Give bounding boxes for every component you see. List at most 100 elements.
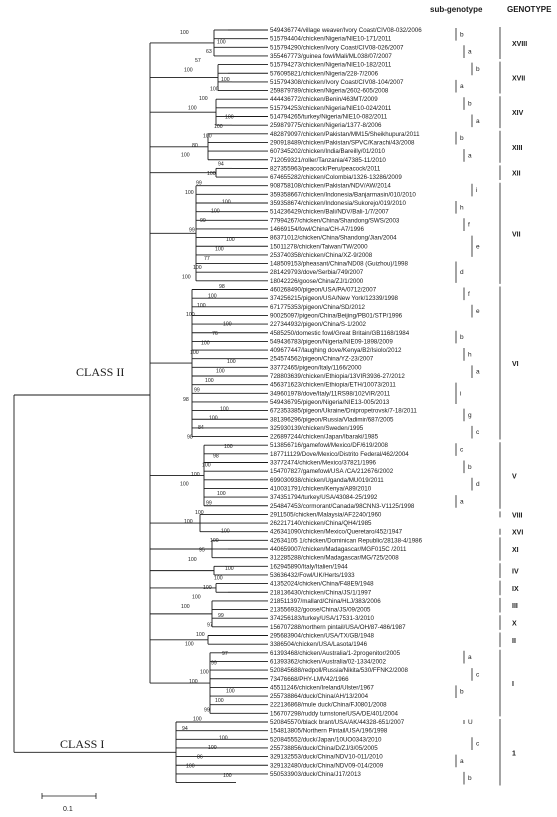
bootstrap-value: 100 (190, 350, 199, 356)
bootstrap-value: 100 (208, 745, 217, 751)
taxon-label: 222136868/mule duck/China/FJ0801/2008 (270, 702, 387, 709)
taxon-label: 312285288/chicken/Madagascar/MG/725/2008 (270, 555, 399, 562)
bootstrap-value: 100 (220, 406, 229, 412)
subgenotype-label: d (460, 269, 464, 276)
bootstrap-value: 100 (188, 105, 197, 111)
subgenotype-label: f (468, 291, 470, 298)
taxon-label: 374256183/turkey/USA/17531-3/2010 (270, 615, 374, 622)
genotype-label: XIV (512, 110, 524, 117)
taxon-label: 227344932/pigeon/China/S-1/2002 (270, 321, 367, 328)
taxon-label: 255738864/duck/China/AH/13/2004 (270, 693, 369, 700)
bootstrap-value: 98 (219, 284, 225, 290)
taxon-label: 262217140/chicken/China/QH4/1985 (270, 520, 372, 527)
class-i-label: CLASS I (60, 737, 104, 751)
subgenotype-label: b (468, 775, 472, 782)
bootstrap-value: 100 (208, 293, 217, 299)
bootstrap-value: 98 (213, 453, 219, 459)
bootstrap-value: 100 (207, 171, 216, 177)
bootstrap-value: 100 (217, 491, 226, 497)
bootstrap-value: 99 (196, 181, 202, 187)
taxon-label: 674655282/chicken/Colombia/1326-13286/20… (270, 174, 402, 181)
bootstrap-value: 100 (214, 124, 223, 130)
bootstrap-value: 100 (226, 688, 235, 694)
subgenotype-label: a (476, 118, 480, 125)
taxon-label: 827355963/peacock/Peru/peacock/2011 (270, 165, 381, 172)
taxon-label: 325930139/chicken/Sweden/1995 (270, 425, 364, 432)
bootstrap-value: 99 (194, 387, 200, 393)
bootstrap-value: 100 (181, 152, 190, 158)
subgenotype-label: g (468, 412, 472, 419)
taxon-labels: 549436774/village weaver/Ivory Coast/CIV… (270, 27, 423, 778)
taxon-label: 33772474/chicken/Mexico/37821/1996 (270, 460, 377, 467)
bootstrap-value: 100 (185, 641, 194, 647)
genotype-label: XVIII (512, 41, 527, 48)
taxon-label: 515794290/chicken/Ivory Coast/CIV08-026/… (270, 44, 404, 51)
subgenotype-header: sub-genotype (430, 5, 483, 14)
taxon-label: 359358667/chicken/Indonesia/Banjarmasin/… (270, 191, 416, 198)
taxon-label: 456371623/chicken/Ethiopia/ETH/10073/201… (270, 382, 396, 389)
bootstrap-value: 100 (188, 557, 197, 563)
taxon-label: 355467773/guinea fowl/Mali/ML038/07/2007 (270, 53, 392, 60)
bootstrap-value: 100 (184, 519, 193, 525)
taxon-label: 61393468/chicken/Australia/1-2progenitor… (270, 650, 401, 657)
genotype-label: III (512, 603, 518, 610)
bootstrap-value: 100 (193, 265, 202, 271)
bootstrap-value: 97 (222, 651, 228, 657)
bootstrap-value: 100 (197, 303, 206, 309)
taxon-label: 409677447/laughing dove/Kenya/B2/Isiolo/… (270, 347, 402, 354)
subgenotype-label: a (468, 152, 472, 159)
bootstrap-value: 98 (187, 434, 193, 440)
taxon-label: 515794273/chicken/Nigeria/NIE10-182/2011 (270, 62, 392, 69)
genotype-label: I (512, 681, 514, 688)
taxon-label: 520845688/redpoll/Russia/Nikita/530/FFNK… (270, 667, 408, 674)
taxon-label: 148509153/pheasant/China/ND08 (Guizhou)/… (270, 261, 409, 268)
bootstrap-value: 100 (202, 463, 211, 469)
bootstrap-value: 100 (193, 717, 202, 723)
genotype-label: XIII (512, 145, 523, 152)
genotype-label: XVI (512, 530, 523, 537)
bootstrap-value: 100 (215, 698, 224, 704)
taxon-label: 515794404/chicken/Nigeria/NIE10-171/2011 (270, 36, 392, 43)
taxon-label: 4585250/domestic fowl/Great Britain/GB11… (270, 330, 410, 337)
taxon-label: 41352024/chicken/China/F48E9/1948 (270, 581, 374, 588)
taxon-label: 515794253/chicken/Nigeria/NIE10-024/2011 (270, 105, 392, 112)
taxon-label: 712059321/roller/Tanzania/47385-11/2010 (270, 157, 386, 164)
bootstrap-value: 100 (209, 416, 218, 422)
bootstrap-value: 100 (201, 340, 210, 346)
taxon-label: 699030938/chicken/Uganda/MU019/2011 (270, 477, 384, 484)
bootstrap-value: 100 (211, 209, 220, 215)
bootstrap-value: 100 (181, 604, 190, 610)
taxon-label: 73476668/PHY-LMV42/1966 (270, 676, 349, 683)
taxon-label: 42634105 1/chicken/Dominican Republic/28… (270, 537, 423, 544)
subgenotype-label: d (476, 481, 480, 488)
bootstrap-value: 100 (205, 378, 214, 384)
taxon-label: 426341090/chicken/Mexico/Queretaro/452/1… (270, 529, 403, 536)
subgenotype-label: a (468, 49, 472, 56)
taxon-label: 374256215/pigeon/USA/New York/12339/1998 (270, 295, 399, 302)
taxon-label: 515794308/chicken/Ivory Coast/CIV08-104/… (270, 79, 404, 86)
subgenotype-label: a (460, 498, 464, 505)
taxon-label: 410031791/chicken/Kenya/A89/2010 (270, 485, 372, 492)
bootstrap-value: 99 (204, 707, 210, 713)
taxon-label: 162945890/Italy/Italien/1944 (270, 563, 348, 570)
bootstrap-value: 100 (203, 585, 212, 591)
subgenotype-label: U (468, 719, 473, 726)
bootstrap-value: 100 (195, 510, 204, 516)
taxon-label: 514236429/chicken/Bali/NDV/Bali-1/7/2007 (270, 209, 389, 216)
taxon-label: 218511397/mallard/China/HLJ/383/2006 (270, 598, 381, 605)
subgenotype-label: i (460, 390, 461, 397)
genotype-label: X (512, 621, 517, 628)
taxon-label: 86371012/chicken/China/Shandong/Jian/200… (270, 235, 397, 242)
class-ii-label: CLASS II (76, 365, 124, 379)
subgenotype-label: c (476, 429, 480, 436)
bootstrap-value: 100 (226, 237, 235, 243)
taxon-label: 550533903/duck/China/J17/2013 (270, 771, 361, 778)
taxon-label: 53636432/Fowl/UK/Herts/1933 (270, 572, 355, 579)
taxon-label: 359358674/chicken/Indonesia/Sukorejo/019… (270, 200, 406, 207)
subgenotype-label: c (460, 447, 464, 454)
subgenotype-label: a (476, 369, 480, 376)
taxon-label: 295683904/chicken/USA/TX/GB/1948 (270, 633, 374, 640)
genotype-label: 1 (512, 750, 516, 757)
subgenotype-label: c (476, 671, 480, 678)
taxon-label: 187711129/Dove/Mexico/Distrito Federal/4… (270, 451, 409, 458)
